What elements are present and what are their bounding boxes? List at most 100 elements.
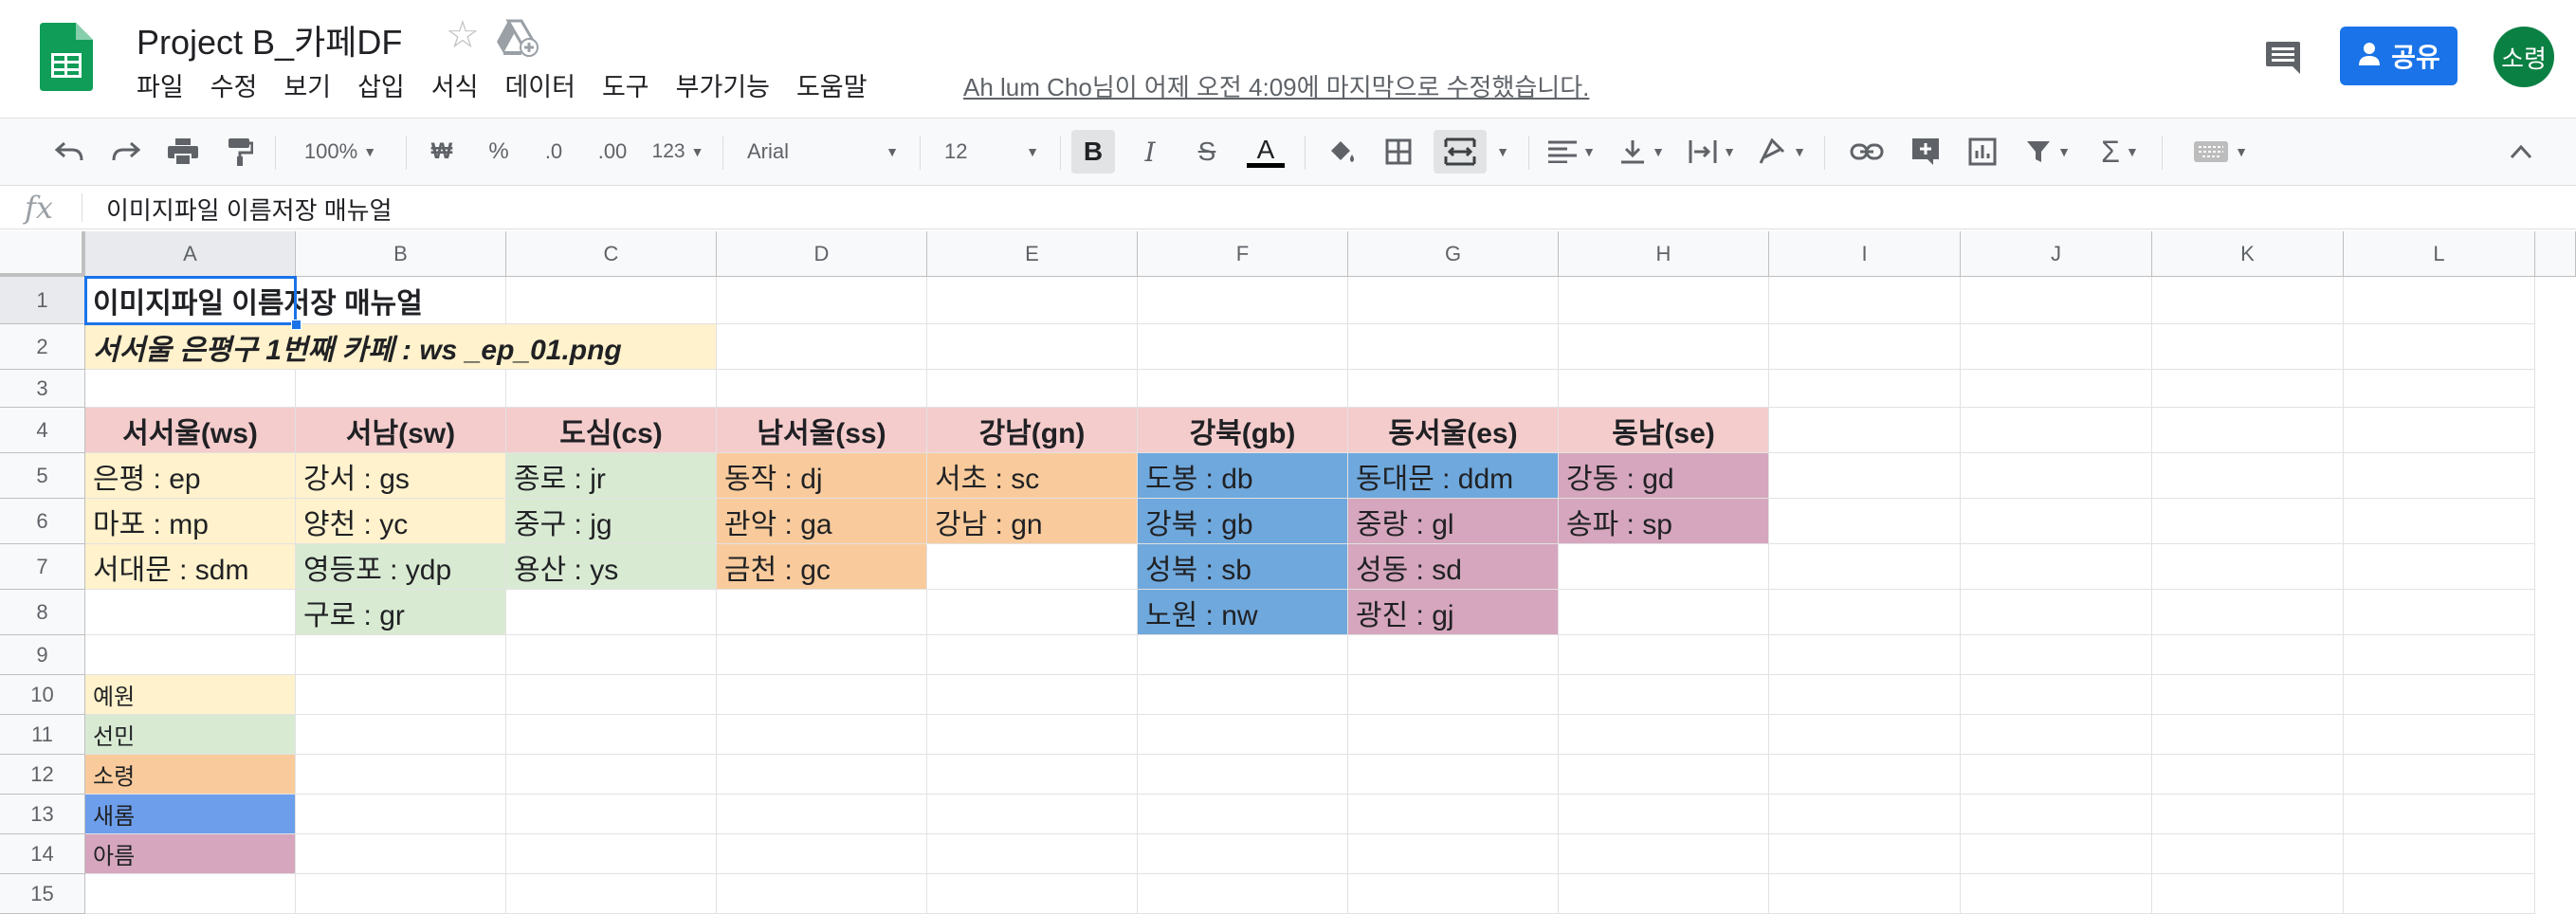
cell-I11[interactable] <box>1769 715 1961 755</box>
cell-G3[interactable] <box>1348 370 1559 408</box>
cell-J14[interactable] <box>1961 834 2152 874</box>
cell-A5[interactable]: 은평 : ep <box>85 453 296 499</box>
cell-I3[interactable] <box>1769 370 1961 408</box>
cell-D13[interactable] <box>717 795 927 834</box>
row-header-10[interactable]: 10 <box>0 675 85 715</box>
cell-L6[interactable] <box>2344 499 2535 544</box>
cell-A10[interactable]: 예원 <box>85 675 296 715</box>
cell-E14[interactable] <box>927 834 1138 874</box>
cell-J12[interactable] <box>1961 755 2152 795</box>
cell-H15[interactable] <box>1559 874 1769 914</box>
insert-comment-icon[interactable] <box>1904 130 1947 174</box>
cell-F11[interactable] <box>1138 715 1348 755</box>
cell-H1[interactable] <box>1559 277 1769 324</box>
cell-C7[interactable]: 용산 : ys <box>506 544 717 590</box>
cell-E11[interactable] <box>927 715 1138 755</box>
cell-G11[interactable] <box>1348 715 1559 755</box>
collapse-toolbar-icon[interactable] <box>2499 130 2543 174</box>
cell-K1[interactable] <box>2152 277 2344 324</box>
column-header-B[interactable]: B <box>296 231 506 277</box>
column-header-K[interactable]: K <box>2152 231 2344 277</box>
cell-D3[interactable] <box>717 370 927 408</box>
cell-D6[interactable]: 관악 : ga <box>717 499 927 544</box>
row-header-13[interactable]: 13 <box>0 795 85 834</box>
cell-I2[interactable] <box>1769 324 1961 370</box>
menu-format[interactable]: 서식 <box>430 73 479 101</box>
row-header-6[interactable]: 6 <box>0 499 85 544</box>
cell-A1[interactable]: 이미지파일 이름저장 매뉴얼 <box>85 277 423 324</box>
cell-E3[interactable] <box>927 370 1138 408</box>
cell-K15[interactable] <box>2152 874 2344 914</box>
cell-C8[interactable] <box>506 590 717 635</box>
cell-A4[interactable]: 서서울(ws) <box>85 408 296 453</box>
row-header-8[interactable]: 8 <box>0 590 85 635</box>
cell-L12[interactable] <box>2344 755 2535 795</box>
cell-C9[interactable] <box>506 635 717 675</box>
cell-A11[interactable]: 선민 <box>85 715 296 755</box>
cell-A6[interactable]: 마포 : mp <box>85 499 296 544</box>
cell-B7[interactable]: 영등포 : ydp <box>296 544 506 590</box>
cell-E5[interactable]: 서초 : sc <box>927 453 1138 499</box>
cell-K12[interactable] <box>2152 755 2344 795</box>
cell-J13[interactable] <box>1961 795 2152 834</box>
cell-L9[interactable] <box>2344 635 2535 675</box>
cell-G10[interactable] <box>1348 675 1559 715</box>
cell-K5[interactable] <box>2152 453 2344 499</box>
last-edit-link[interactable]: Ah lum Cho님이 어제 오전 4:09에 마지막으로 수정했습니다. <box>963 73 1590 101</box>
cell-H3[interactable] <box>1559 370 1769 408</box>
menu-insert[interactable]: 삽입 <box>357 73 405 101</box>
cell-C4[interactable]: 도심(cs) <box>506 408 717 453</box>
cell-B1[interactable] <box>296 277 506 324</box>
cell-H6[interactable]: 송파 : sp <box>1559 499 1769 544</box>
cell-C15[interactable] <box>506 874 717 914</box>
column-header-I[interactable]: I <box>1769 231 1961 277</box>
cell-L10[interactable] <box>2344 675 2535 715</box>
cell-J5[interactable] <box>1961 453 2152 499</box>
cell-K10[interactable] <box>2152 675 2344 715</box>
cell-D8[interactable] <box>717 590 927 635</box>
percent-format-button[interactable]: % <box>488 138 509 164</box>
cell-J15[interactable] <box>1961 874 2152 914</box>
cell-L3[interactable] <box>2344 370 2535 408</box>
cell-D11[interactable] <box>717 715 927 755</box>
text-rotation-icon[interactable]: ▼ <box>1752 130 1813 174</box>
cell-D10[interactable] <box>717 675 927 715</box>
zoom-select[interactable]: 100% ▼ <box>288 130 393 174</box>
cell-K13[interactable] <box>2152 795 2344 834</box>
bold-button[interactable]: B <box>1071 130 1115 174</box>
cell-B11[interactable] <box>296 715 506 755</box>
cell-E4[interactable]: 강남(gn) <box>927 408 1138 453</box>
cell-J7[interactable] <box>1961 544 2152 590</box>
cell-G9[interactable] <box>1348 635 1559 675</box>
vertical-align-icon[interactable]: ▼ <box>1612 130 1672 174</box>
column-header-F[interactable]: F <box>1138 231 1348 277</box>
merge-cells-icon[interactable] <box>1434 130 1487 174</box>
cell-H8[interactable] <box>1559 590 1769 635</box>
cell-E2[interactable] <box>927 324 1138 370</box>
cell-A15[interactable] <box>85 874 296 914</box>
cell-J11[interactable] <box>1961 715 2152 755</box>
menu-help[interactable]: 도움말 <box>796 73 868 101</box>
select-all-corner[interactable] <box>0 231 85 277</box>
cell-G6[interactable]: 중랑 : gl <box>1348 499 1559 544</box>
column-header-C[interactable]: C <box>506 231 717 277</box>
menu-view[interactable]: 보기 <box>283 73 332 101</box>
cell-K2[interactable] <box>2152 324 2344 370</box>
cell-G7[interactable]: 성동 : sd <box>1348 544 1559 590</box>
cell-L1[interactable] <box>2344 277 2535 324</box>
menu-addons[interactable]: 부가기능 <box>675 73 771 101</box>
cell-K11[interactable] <box>2152 715 2344 755</box>
fill-color-icon[interactable] <box>1320 130 1363 174</box>
cell-E10[interactable] <box>927 675 1138 715</box>
row-header-15[interactable]: 15 <box>0 874 85 914</box>
cell-F15[interactable] <box>1138 874 1348 914</box>
cell-F4[interactable]: 강북(gb) <box>1138 408 1348 453</box>
column-header-E[interactable]: E <box>927 231 1138 277</box>
row-header-9[interactable]: 9 <box>0 635 85 675</box>
cell-H13[interactable] <box>1559 795 1769 834</box>
cell-D12[interactable] <box>717 755 927 795</box>
cell-L15[interactable] <box>2344 874 2535 914</box>
filter-icon[interactable]: ▼ <box>2018 130 2078 174</box>
cell-B3[interactable] <box>296 370 506 408</box>
cell-A14[interactable]: 아름 <box>85 834 296 874</box>
